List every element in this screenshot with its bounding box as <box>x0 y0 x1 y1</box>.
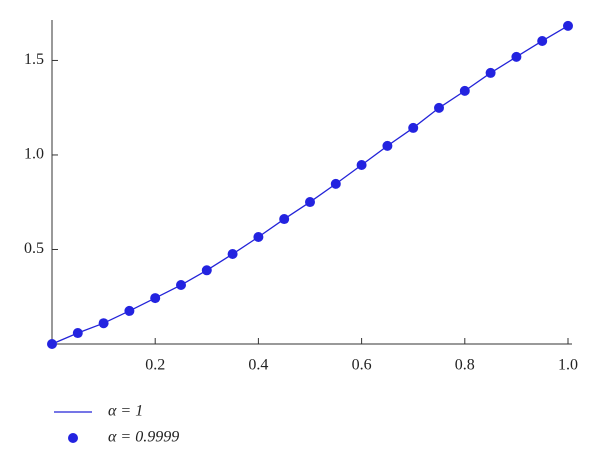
data-point <box>563 20 573 31</box>
data-point <box>201 265 212 276</box>
data-point <box>485 67 496 78</box>
x-tick-label: 0.8 <box>455 357 475 374</box>
data-point <box>382 140 393 151</box>
x-tick-label: 0.4 <box>248 357 268 374</box>
data-point <box>227 249 238 260</box>
y-tick-label: 0.5 <box>24 240 44 257</box>
legend-label: α = 0.9999 <box>108 429 179 446</box>
y-tick-label: 1.0 <box>24 146 44 163</box>
data-point <box>150 293 161 304</box>
data-point <box>537 35 548 46</box>
legend-swatch <box>68 433 78 443</box>
legend-label: α = 1 <box>108 403 143 420</box>
data-point <box>279 214 290 225</box>
data-point <box>305 197 315 208</box>
data-point <box>176 280 186 291</box>
x-tick-label: 0.2 <box>145 357 165 374</box>
data-point <box>72 328 83 339</box>
data-point <box>98 318 109 329</box>
data-point <box>47 339 57 349</box>
y-tick-label: 1.5 <box>24 51 44 68</box>
data-point <box>434 102 444 113</box>
x-tick-label: 1.0 <box>558 357 578 374</box>
x-tick-label: 0.6 <box>352 357 372 374</box>
data-point <box>511 51 522 62</box>
data-point <box>459 85 470 96</box>
data-point <box>124 305 135 316</box>
data-point <box>408 122 419 133</box>
data-point <box>356 159 367 170</box>
data-point <box>330 178 341 189</box>
data-point <box>253 232 264 243</box>
